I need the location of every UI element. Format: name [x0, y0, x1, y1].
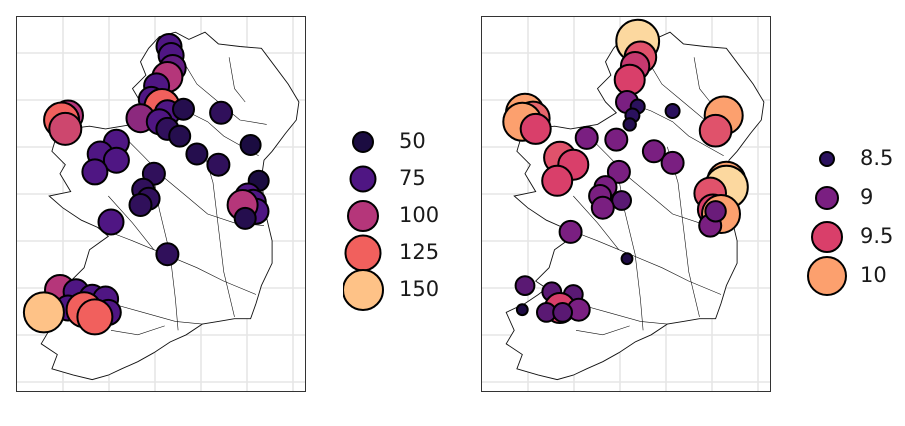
- legend-key: [811, 221, 843, 253]
- station-point: [552, 302, 573, 323]
- station-point: [185, 142, 209, 166]
- legend-left: 50 75 100 125 150: [343, 122, 463, 312]
- legend-label: 100: [399, 203, 440, 227]
- station-point: [704, 200, 727, 223]
- station-point: [574, 125, 599, 150]
- station-point: [698, 113, 733, 148]
- station-point: [558, 219, 583, 244]
- county-boundary: [228, 57, 246, 103]
- station-point: [102, 146, 130, 174]
- station-point: [519, 112, 552, 145]
- county-boundary: [97, 227, 257, 295]
- map-panel-right: [481, 16, 771, 392]
- station-point: [48, 111, 83, 146]
- county-boundary: [562, 227, 722, 295]
- map-plot-right: [482, 17, 770, 391]
- station-point: [209, 100, 234, 125]
- station-point: [172, 97, 195, 121]
- station-point: [515, 303, 529, 317]
- station-point: [641, 139, 666, 164]
- station-point: [97, 208, 125, 236]
- station-point: [620, 252, 634, 266]
- legend-right: 8.5 9 9.5 10: [805, 139, 905, 299]
- legend-key: [352, 131, 374, 153]
- county-boundary: [693, 57, 711, 103]
- legend-key: [344, 234, 382, 272]
- station-point: [611, 190, 633, 211]
- station-point: [233, 206, 257, 230]
- legend-label: 9: [860, 185, 874, 209]
- station-point: [606, 159, 631, 184]
- legend-label: 75: [399, 166, 426, 190]
- station-point: [155, 242, 180, 267]
- station-point: [76, 298, 114, 336]
- legend-label: 50: [399, 129, 426, 153]
- station-point: [514, 275, 536, 297]
- legend-key: [347, 200, 379, 232]
- station-point: [590, 195, 615, 220]
- legend-label: 8.5: [860, 146, 894, 170]
- county-boundary: [575, 325, 630, 336]
- county-boundary: [621, 100, 724, 157]
- legend-label: 150: [399, 277, 440, 301]
- station-point: [604, 127, 629, 152]
- legend-label: 125: [399, 240, 440, 264]
- station-point: [664, 103, 681, 119]
- station-point: [168, 124, 192, 148]
- legend-label: 9.5: [860, 224, 894, 248]
- legend-keys: [807, 151, 847, 296]
- station-point: [239, 134, 262, 156]
- map-panel-left: [16, 16, 306, 392]
- county-boundary: [108, 195, 155, 250]
- station-points: [502, 18, 749, 324]
- legend-keys: [343, 131, 384, 311]
- county-boundary: [573, 195, 620, 250]
- station-point: [81, 158, 109, 186]
- station-points: [22, 33, 270, 336]
- station-point: [660, 150, 685, 175]
- legend-key: [807, 256, 847, 296]
- legend-key: [349, 165, 377, 193]
- station-point: [541, 164, 574, 197]
- county-boundary: [116, 128, 265, 226]
- legend-key: [815, 186, 839, 210]
- legend-key: [819, 151, 835, 167]
- county-boundary: [110, 325, 165, 336]
- station-point: [613, 63, 646, 96]
- map-plot-left: [17, 17, 305, 391]
- station-point: [206, 152, 231, 177]
- station-point: [128, 193, 153, 217]
- station-point: [622, 117, 637, 132]
- legend-label: 10: [860, 263, 887, 287]
- station-point: [22, 291, 65, 334]
- legend-key: [343, 269, 384, 311]
